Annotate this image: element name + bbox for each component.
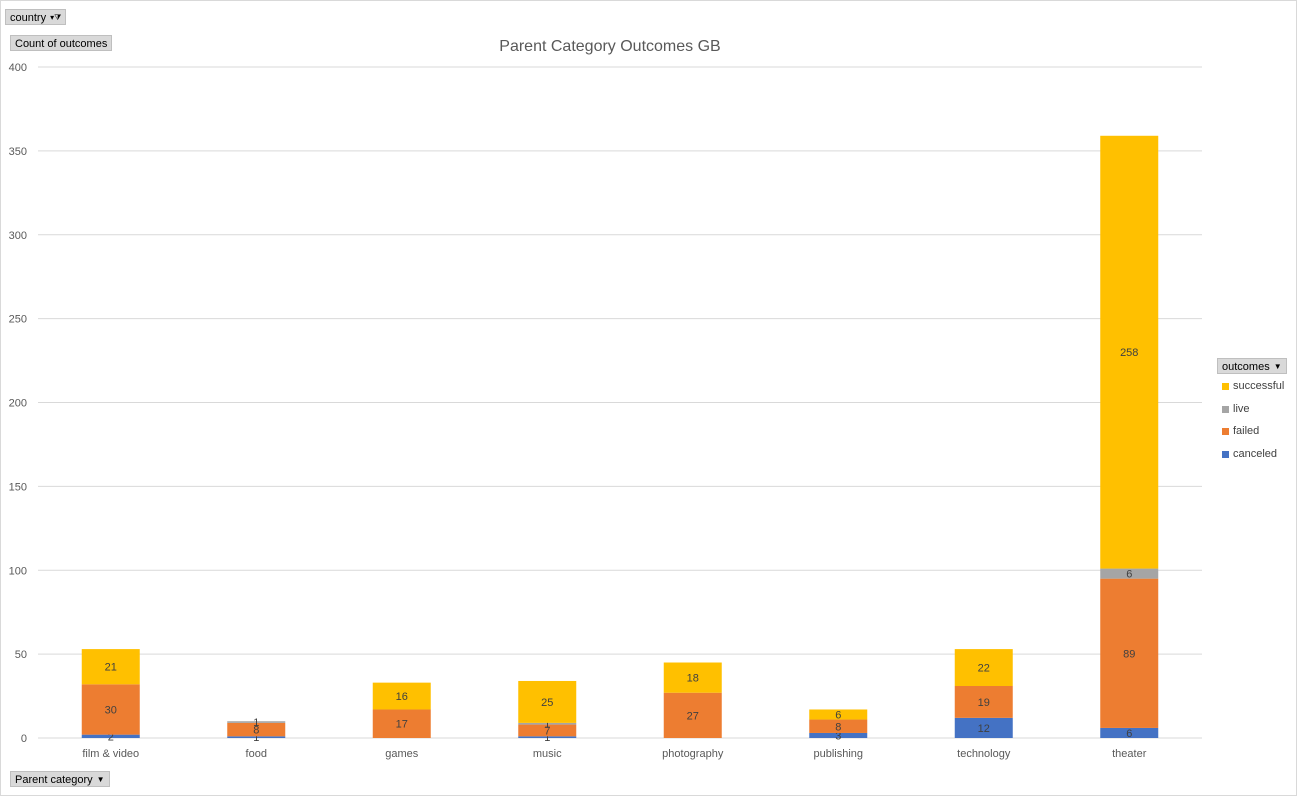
bar-segment-failed (663, 692, 722, 738)
data-label: 21 (105, 662, 117, 674)
legend-label: live (1233, 402, 1250, 415)
data-label: 3 (835, 730, 841, 742)
data-label: 7 (544, 725, 550, 737)
data-label: 22 (978, 663, 990, 675)
bar-segment-successful (518, 680, 577, 723)
bar-segment-canceled (954, 717, 1013, 738)
values-field-button[interactable]: Count of outcomes (10, 35, 113, 51)
data-label: 1 (544, 719, 550, 731)
data-label: 258 (1120, 347, 1138, 359)
x-tick-label: film & video (82, 748, 139, 760)
data-label: 25 (541, 697, 553, 709)
x-tick-label: theater (1112, 748, 1147, 760)
bar-segment-failed (1100, 578, 1159, 728)
bar-segment-successful (1100, 135, 1159, 569)
bar-segment-canceled (1100, 727, 1159, 738)
dropdown-arrow-icon: ▼ (1273, 362, 1282, 372)
legend-item-canceled: canceled (1222, 446, 1284, 469)
y-tick-label: 300 (9, 230, 27, 242)
x-tick-label: games (385, 748, 419, 760)
data-label: 6 (1126, 728, 1132, 740)
filter-icon: ▾⧩ (50, 13, 62, 23)
y-tick-label: 150 (9, 481, 27, 493)
bar-segment-successful (81, 649, 140, 685)
x-tick-label: photography (662, 748, 724, 760)
y-tick-label: 0 (21, 733, 27, 745)
y-tick-label: 100 (9, 565, 27, 577)
y-tick-label: 400 (9, 62, 27, 74)
bar-segment-live (227, 721, 286, 723)
bar-segment-failed (372, 709, 431, 738)
axis-field-label: Parent category (15, 774, 93, 786)
legend-label: successful (1233, 380, 1285, 392)
data-label: 6 (1126, 569, 1132, 581)
bar-segment-canceled (518, 736, 577, 738)
bar-segment-canceled (81, 734, 140, 738)
data-label: 17 (396, 719, 408, 731)
legend-item-failed: failed (1222, 423, 1284, 446)
dropdown-arrow-icon: ▼ (96, 775, 105, 785)
data-label: 8 (253, 725, 259, 737)
data-label: 18 (687, 673, 699, 685)
axis-field-button[interactable]: Parent category ▼ (10, 771, 110, 787)
chart-title: Parent Category Outcomes GB (499, 38, 721, 55)
bar-segment-failed (809, 719, 868, 733)
x-tick-label: music (533, 748, 562, 760)
legend-field-label: outcomes (1222, 361, 1270, 373)
data-label: 19 (978, 697, 990, 709)
bar-segment-canceled (227, 736, 286, 738)
y-tick-label: 200 (9, 398, 27, 410)
bar-segment-failed (81, 684, 140, 735)
chart-legend: successful live failed canceled (1222, 378, 1284, 468)
y-tick-label: 350 (9, 146, 27, 158)
bar-segment-failed (227, 722, 286, 737)
y-tick-label: 250 (9, 314, 27, 326)
y-tick-label: 50 (15, 649, 27, 661)
bar-segment-live (518, 722, 577, 725)
bar-segment-successful (663, 662, 722, 693)
data-label: 2 (108, 731, 114, 743)
values-field-label: Count of outcomes (15, 38, 108, 50)
bar-segment-failed (518, 724, 577, 737)
legend-swatch (1222, 428, 1229, 435)
bar-segment-successful (954, 649, 1013, 686)
legend-swatch (1222, 450, 1229, 458)
data-label: 12 (978, 723, 990, 735)
bar-segment-successful (372, 682, 431, 710)
data-label: 27 (687, 710, 699, 722)
data-label: 30 (105, 704, 117, 716)
legend-swatch (1222, 383, 1229, 390)
data-label: 1 (253, 732, 259, 744)
data-label: 16 (396, 691, 408, 703)
bar-segment-successful (809, 709, 868, 720)
legend-label: failed (1233, 425, 1260, 437)
bar-segment-canceled (809, 732, 868, 738)
country-filter-button[interactable]: country ▾⧩ (5, 9, 67, 25)
x-tick-label: food (246, 748, 267, 760)
legend-swatch (1222, 405, 1229, 413)
x-tick-label: publishing (813, 748, 863, 760)
data-label: 89 (1123, 648, 1135, 660)
data-label: 1 (253, 717, 259, 729)
bar-segment-failed (954, 685, 1013, 718)
x-tick-label: technology (957, 748, 1011, 760)
data-label: 8 (835, 721, 841, 733)
data-label: 6 (835, 710, 841, 722)
legend-label: canceled (1233, 447, 1278, 460)
country-filter-label: country (10, 12, 47, 24)
legend-field-button[interactable]: outcomes ▼ (1217, 358, 1287, 374)
legend-item-successful: successful (1222, 378, 1284, 401)
data-label: 1 (544, 732, 550, 744)
legend-item-live: live (1222, 401, 1284, 424)
bar-segment-live (1100, 568, 1159, 579)
